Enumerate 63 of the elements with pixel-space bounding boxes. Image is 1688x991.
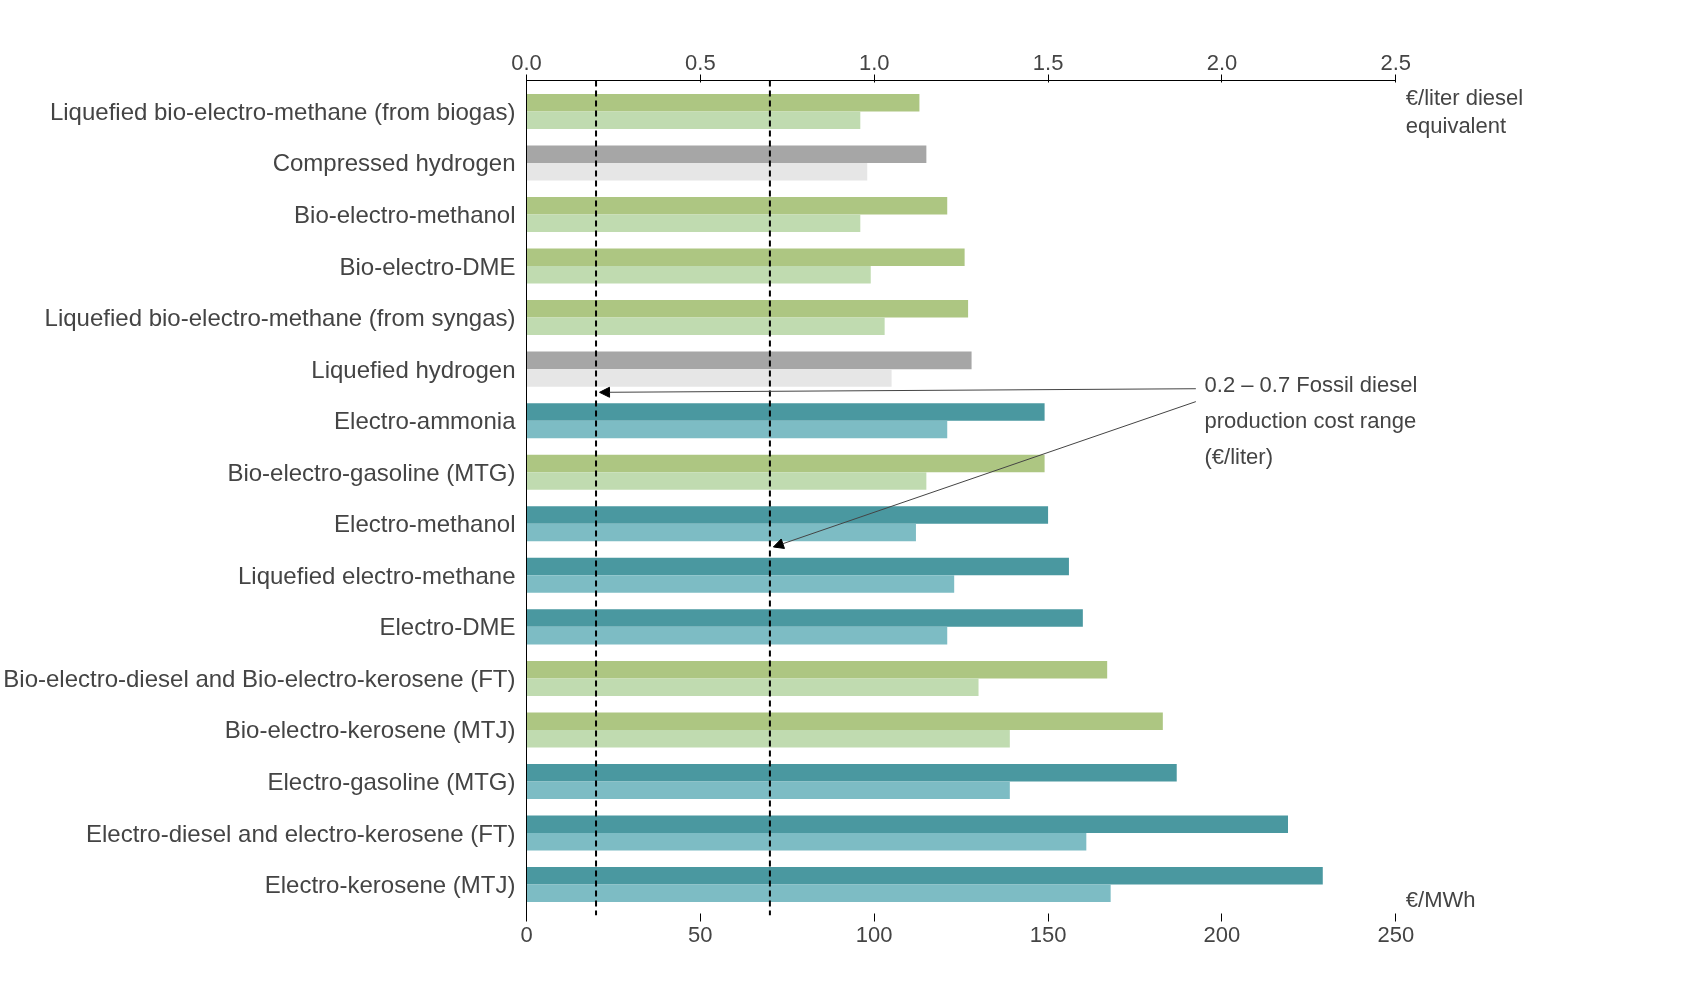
x2-tick-label: 1.5	[1032, 49, 1064, 75]
y-tick-label: Compressed hydrogen	[272, 149, 516, 177]
bar	[526, 93, 920, 112]
y-tick-label: Electro-kerosene (MTJ)	[264, 871, 516, 899]
y-tick-label: Bio-electro-DME	[339, 252, 516, 280]
bar	[526, 214, 861, 233]
bar	[526, 781, 1010, 800]
y-tick-label: Bio-electro-diesel and Bio-electro-kerosene (FT)	[3, 664, 516, 692]
x2-tick-label: 2.0	[1206, 49, 1238, 75]
bar	[526, 712, 1163, 730]
bar	[526, 266, 871, 284]
bar	[526, 248, 965, 267]
x-tick-label: 200	[1203, 921, 1241, 947]
x-tick-label: 100	[855, 921, 893, 947]
bar	[526, 317, 885, 336]
x2-axis-title: €/liter diesel equivalent	[1405, 84, 1524, 138]
bar	[526, 420, 948, 439]
y-tick-label: Electro-DME	[379, 613, 516, 641]
bar	[526, 351, 972, 370]
bar	[526, 815, 1288, 834]
bar	[526, 660, 1108, 679]
bar	[526, 557, 1069, 576]
bar	[526, 626, 948, 645]
bar	[526, 472, 927, 490]
y-tick-label: Electro-gasoline (MTG)	[267, 767, 516, 795]
x2-tick-label: 1.0	[858, 49, 890, 75]
x2-tick-label: 0.5	[685, 49, 716, 75]
x-tick-label: 150	[1029, 921, 1067, 947]
y-tick-label: Liquefied bio-electro-methane (from syngas)	[44, 304, 516, 332]
bar	[526, 729, 1010, 748]
x-tick-label: 50	[688, 921, 713, 947]
bar	[526, 884, 1111, 903]
bar	[526, 575, 955, 593]
y-tick-label: Bio-electro-kerosene (MTJ)	[224, 716, 516, 744]
y-tick-label: Liquefied bio-electro-methane (from biogas)	[49, 97, 516, 125]
bar	[526, 506, 1049, 524]
y-tick-label: Electro-methanol	[334, 510, 516, 538]
y-tick-label: Liquefied hydrogen	[311, 355, 516, 383]
bar	[526, 369, 892, 387]
x2-tick-label: 2.5	[1380, 49, 1412, 75]
y-tick-label: Liquefied electro-methane	[237, 561, 516, 589]
bar	[526, 763, 1177, 782]
x2-tick-label: 0.0	[511, 49, 542, 75]
bar	[526, 833, 1087, 851]
y-tick-label: Bio-electro-methanol	[294, 201, 516, 229]
bar	[526, 867, 1323, 885]
x-tick-label: 0	[520, 921, 533, 947]
bar	[526, 523, 916, 542]
bar	[526, 145, 927, 163]
bar	[526, 111, 861, 129]
bar	[526, 196, 948, 215]
bar	[526, 454, 1045, 473]
x-axis-title: €/MWh	[1405, 886, 1476, 912]
bar	[526, 162, 868, 181]
bar	[526, 300, 969, 318]
bar	[526, 609, 1083, 627]
bar	[526, 403, 1045, 421]
y-tick-label: Bio-electro-gasoline (MTG)	[227, 458, 516, 486]
annotation: 0.2 – 0.7 Fossil diesel production cost range (€/liter)	[1204, 372, 1418, 470]
y-tick-label: Electro-ammonia	[334, 407, 517, 435]
x-tick-label: 250	[1377, 921, 1415, 947]
bar	[526, 678, 979, 696]
y-tick-label: Electro-diesel and electro-kerosene (FT)	[86, 819, 516, 847]
